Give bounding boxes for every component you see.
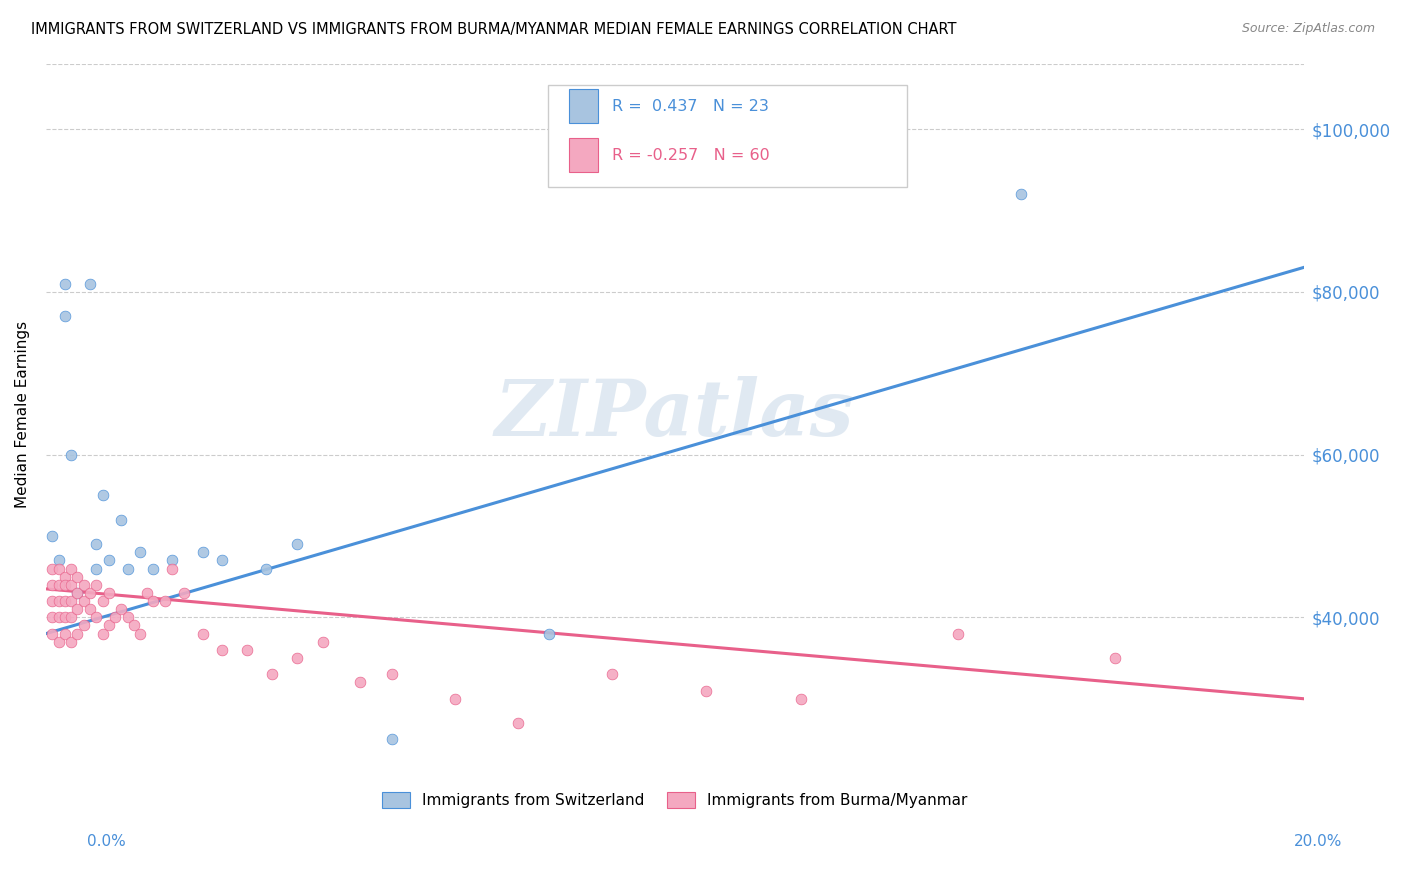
Text: ZIPatlas: ZIPatlas xyxy=(495,376,855,452)
Point xyxy=(381,732,404,747)
Point xyxy=(53,594,76,608)
Point xyxy=(129,626,152,640)
Point xyxy=(97,618,120,632)
Point xyxy=(84,537,107,551)
Point xyxy=(48,561,70,575)
Point xyxy=(211,643,233,657)
Point xyxy=(262,667,284,681)
Point xyxy=(110,513,132,527)
Point xyxy=(41,626,63,640)
Point xyxy=(193,545,215,559)
Point xyxy=(60,594,83,608)
Point xyxy=(79,277,101,291)
Point xyxy=(254,561,277,575)
Point xyxy=(84,610,107,624)
Point xyxy=(600,667,623,681)
Point xyxy=(91,594,114,608)
Point xyxy=(53,569,76,583)
Point xyxy=(53,578,76,592)
Point xyxy=(41,529,63,543)
Point xyxy=(97,586,120,600)
Point xyxy=(311,634,333,648)
Point xyxy=(84,561,107,575)
Point xyxy=(211,553,233,567)
Point xyxy=(173,586,195,600)
Point xyxy=(1104,651,1126,665)
Point xyxy=(66,586,89,600)
Point xyxy=(122,618,145,632)
Point xyxy=(73,618,96,632)
Text: Source: ZipAtlas.com: Source: ZipAtlas.com xyxy=(1241,22,1375,36)
Text: IMMIGRANTS FROM SWITZERLAND VS IMMIGRANTS FROM BURMA/MYANMAR MEDIAN FEMALE EARNI: IMMIGRANTS FROM SWITZERLAND VS IMMIGRANT… xyxy=(31,22,956,37)
Text: 20.0%: 20.0% xyxy=(1295,834,1343,848)
Point xyxy=(381,667,404,681)
Point xyxy=(135,586,157,600)
Point xyxy=(73,578,96,592)
Point xyxy=(73,594,96,608)
Point xyxy=(66,586,89,600)
Point xyxy=(48,553,70,567)
Point xyxy=(193,626,215,640)
Point xyxy=(160,561,183,575)
Point xyxy=(53,310,76,324)
Point xyxy=(60,634,83,648)
Point xyxy=(66,569,89,583)
Point xyxy=(117,610,139,624)
Point xyxy=(506,716,529,731)
Point xyxy=(91,488,114,502)
Point xyxy=(287,651,309,665)
Text: R =  0.437   N = 23: R = 0.437 N = 23 xyxy=(612,99,769,113)
Point xyxy=(155,594,177,608)
Point xyxy=(41,578,63,592)
Point xyxy=(66,626,89,640)
Point xyxy=(41,594,63,608)
Point xyxy=(142,561,165,575)
Point xyxy=(789,691,811,706)
Point xyxy=(537,626,560,640)
Point xyxy=(41,561,63,575)
Y-axis label: Median Female Earnings: Median Female Earnings xyxy=(15,320,30,508)
Point xyxy=(129,545,152,559)
Point xyxy=(1010,187,1032,202)
Point xyxy=(48,610,70,624)
Point xyxy=(104,610,127,624)
Point xyxy=(84,578,107,592)
Point xyxy=(946,626,969,640)
Point xyxy=(79,602,101,616)
Point xyxy=(79,586,101,600)
Point xyxy=(97,553,120,567)
Point xyxy=(117,561,139,575)
Text: R = -0.257   N = 60: R = -0.257 N = 60 xyxy=(612,148,769,162)
Text: 0.0%: 0.0% xyxy=(87,834,127,848)
Point xyxy=(60,448,83,462)
Point xyxy=(66,602,89,616)
Legend: Immigrants from Switzerland, Immigrants from Burma/Myanmar: Immigrants from Switzerland, Immigrants … xyxy=(374,784,974,815)
Point xyxy=(91,626,114,640)
Point xyxy=(236,643,259,657)
Point xyxy=(110,602,132,616)
Point xyxy=(443,691,465,706)
Point xyxy=(41,610,63,624)
Point xyxy=(53,626,76,640)
Point xyxy=(48,634,70,648)
Point xyxy=(695,683,717,698)
Point xyxy=(48,594,70,608)
Point xyxy=(287,537,309,551)
Point xyxy=(349,675,371,690)
Point xyxy=(53,610,76,624)
Point xyxy=(53,277,76,291)
Point xyxy=(60,561,83,575)
Point xyxy=(60,578,83,592)
Point xyxy=(60,610,83,624)
Point xyxy=(48,578,70,592)
Point xyxy=(160,553,183,567)
Point xyxy=(142,594,165,608)
